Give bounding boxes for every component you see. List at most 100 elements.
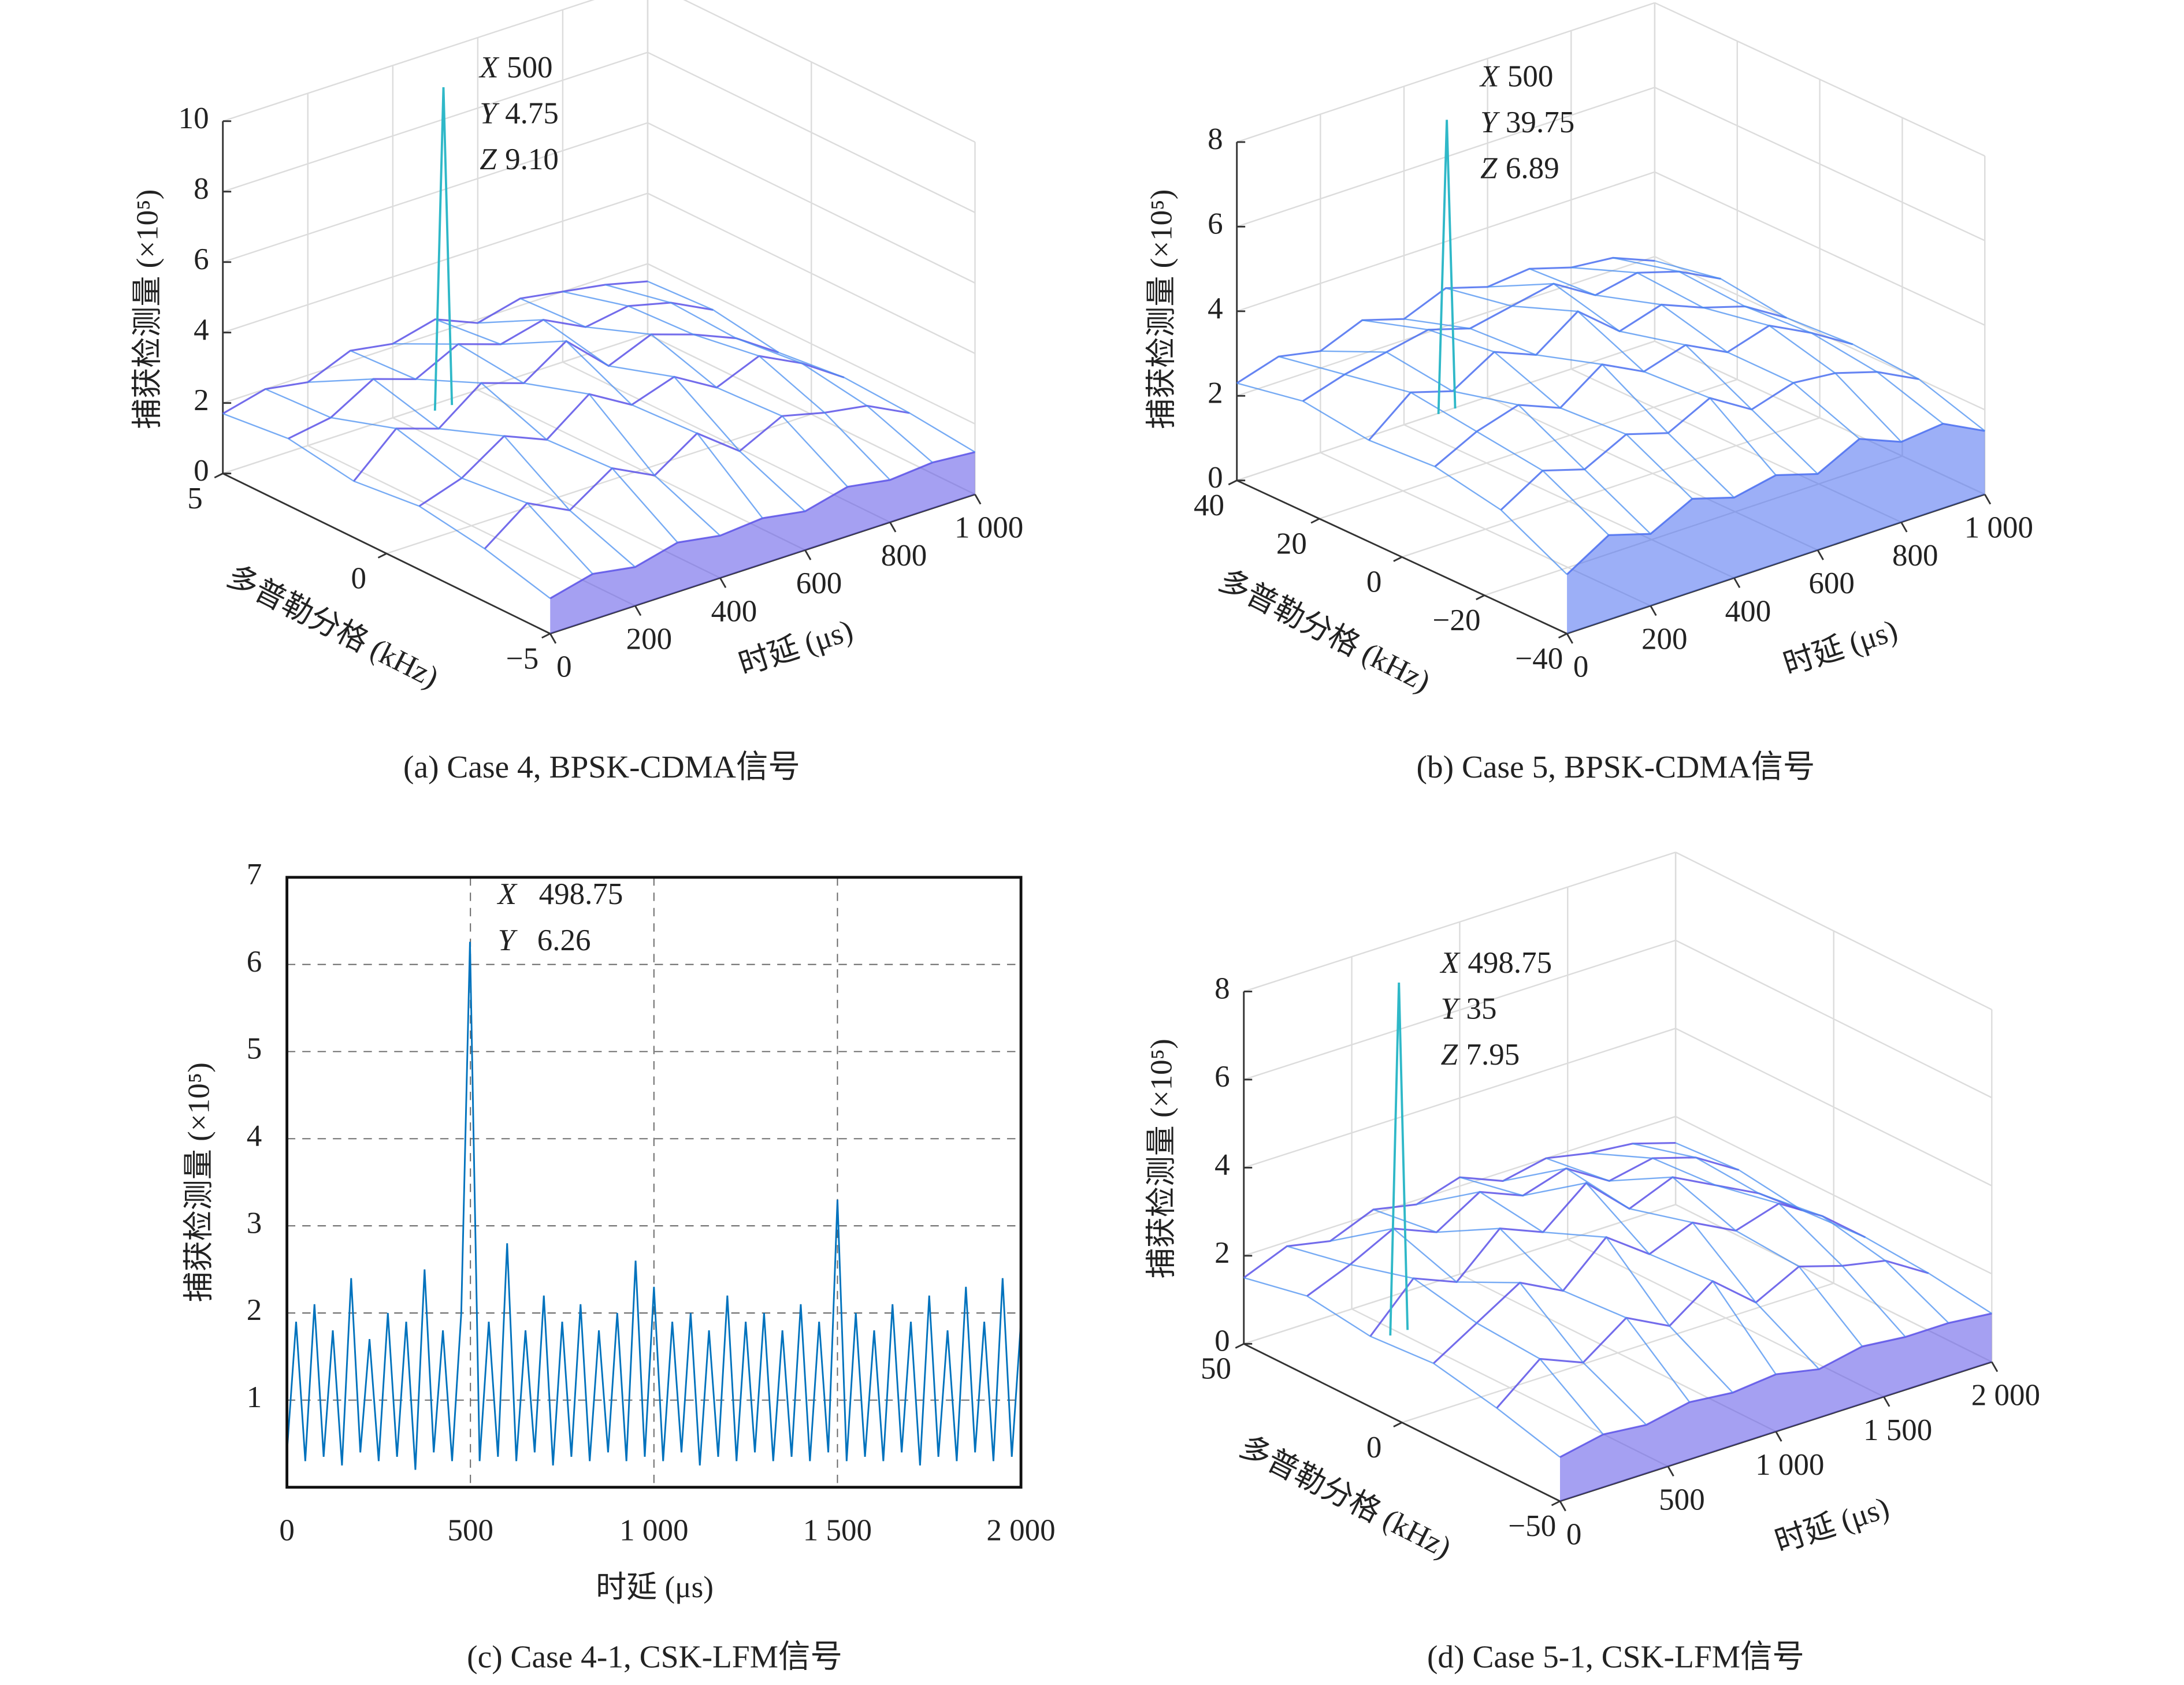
grid-line: [1236, 171, 1655, 312]
x-tick-label: 200: [626, 623, 673, 656]
annotation-key: Z: [480, 143, 497, 176]
surface-column: [1278, 356, 1610, 536]
surface-column: [1236, 382, 1568, 575]
y-tick: [1235, 1343, 1245, 1349]
y-tick-label: 0: [1366, 566, 1382, 599]
y-axis-label: 多普勒分格 (kHz): [1234, 1430, 1456, 1565]
x-tick-label: 1 000: [1755, 1448, 1824, 1482]
surface-column: [1546, 1157, 1863, 1347]
surface-column: [392, 343, 721, 537]
x-tick-label: 800: [1892, 539, 1938, 572]
caption: (c) Case 4-1, CSK-LFM信号: [467, 1639, 842, 1674]
surface-column: [1362, 319, 1693, 500]
annotation: X 498.75: [1440, 946, 1552, 980]
annotation-key: Y: [1480, 106, 1500, 139]
z-axis-label: 捕获检测量 (×10⁵): [1145, 1039, 1179, 1278]
grid-line: [1243, 939, 1676, 1081]
x-tick-label: 1 500: [1863, 1414, 1932, 1447]
annotation-key: Y: [498, 924, 518, 957]
grid-line: [1675, 1028, 1992, 1186]
surface-column: [1329, 1228, 1647, 1426]
x-tick: [974, 494, 982, 505]
z-tick-label: 6: [194, 243, 209, 276]
caption: (a) Case 4, BPSK-CDMA信号: [403, 749, 800, 784]
y-tick-label: −40: [1515, 642, 1563, 675]
surface-front: [1560, 1313, 1992, 1501]
surface-column: [1243, 1277, 1561, 1458]
grid-line: [1243, 1028, 1676, 1169]
grid-line: [647, 122, 976, 284]
surface-column: [519, 297, 848, 488]
y-tick-label: 5: [247, 1032, 262, 1066]
z-tick-label: 2: [1208, 376, 1223, 410]
surface-column: [1446, 287, 1777, 476]
surface-column: [1589, 1152, 1906, 1338]
surface-row: [288, 302, 714, 440]
grid-line: [1243, 1204, 1676, 1345]
y-tick-label: 50: [1201, 1352, 1231, 1386]
x-tick-label: 0: [279, 1513, 295, 1547]
annotation-value: 498.75: [539, 877, 623, 911]
x-tick: [1667, 1465, 1674, 1477]
x-tick-label: 1 500: [803, 1513, 872, 1547]
grid-line: [1675, 851, 1992, 1010]
annotation-value: 6.26: [537, 924, 591, 957]
y-axis: [1243, 1343, 1561, 1502]
grid-line: [1654, 2, 1985, 157]
y-tick-label: 1: [247, 1381, 262, 1414]
x-tick-label: 0: [1566, 1518, 1582, 1552]
grid-line: [222, 122, 648, 263]
surface-column: [1403, 318, 1735, 499]
x-tick-label: 600: [1808, 567, 1855, 600]
z-tick-label: 2: [1214, 1236, 1230, 1270]
x-tick: [1650, 605, 1657, 616]
x-tick-label: 500: [447, 1513, 493, 1547]
x-tick-label: 1 000: [619, 1513, 688, 1547]
surface-column: [350, 349, 678, 543]
annotation: Y 6.26: [498, 924, 591, 957]
annotation: X 498.75: [497, 877, 623, 911]
x-tick: [634, 605, 642, 616]
y-axis-label: 捕获检测量 (×10⁵): [183, 1062, 216, 1302]
surface-column: [1320, 350, 1651, 535]
surface-column: [1654, 260, 1986, 432]
annotation: Y 35: [1441, 992, 1497, 1026]
y-tick: [1310, 518, 1320, 524]
surface-column: [605, 284, 933, 463]
caption: (d) Case 5-1, CSK-LFM信号: [1427, 1639, 1804, 1674]
grid-line: [1243, 1115, 1676, 1257]
x-axis-label: 时延 (μs): [1780, 613, 1902, 682]
x-tick: [1566, 633, 1573, 644]
x-tick: [804, 549, 812, 560]
grid-line: [222, 51, 648, 192]
surface-column: [1487, 282, 1818, 475]
x-tick: [889, 522, 897, 533]
y-tick: [1551, 1500, 1561, 1507]
annotation-key: X: [497, 877, 518, 911]
y-tick-label: 6: [247, 945, 262, 979]
grid-line: [1654, 171, 1985, 326]
grid-line: [647, 263, 976, 425]
annotation-value: 7.95: [1466, 1038, 1520, 1072]
y-tick-label: −5: [506, 642, 538, 675]
x-tick: [719, 577, 727, 589]
x-tick: [1900, 522, 1908, 533]
y-tick-label: 5: [187, 482, 203, 515]
y-tick: [1393, 556, 1403, 562]
z-tick-label: 0: [1214, 1325, 1230, 1358]
z-axis-label: 捕获检测量 (×10⁵): [131, 189, 165, 429]
z-axis-label: 捕获检测量 (×10⁵): [1145, 189, 1179, 429]
surface-column: [477, 319, 806, 512]
annotation-value: 498.75: [1468, 946, 1552, 980]
surface-row: [353, 333, 779, 482]
surface-column: [222, 412, 551, 599]
y-tick-label: 7: [247, 858, 262, 891]
y-tick: [1476, 594, 1485, 601]
grid-line: [1402, 417, 1820, 558]
z-tick-label: 4: [1214, 1148, 1230, 1182]
y-axis-label: 多普勒分格 (kHz): [1213, 564, 1435, 699]
surface-column: [1502, 1167, 1820, 1370]
x-tick: [1883, 1396, 1890, 1407]
annotation: Z 9.10: [480, 143, 559, 176]
surface-column: [1459, 1176, 1777, 1375]
